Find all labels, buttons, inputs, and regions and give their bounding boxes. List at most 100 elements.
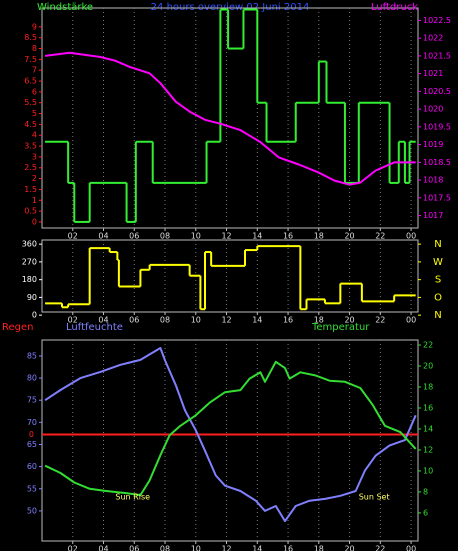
series-label: Windstärke [37, 2, 93, 13]
y-tick-label: 360 [22, 240, 37, 249]
series-label: Luftdruck [371, 2, 418, 13]
x-tick-label: 06 [129, 545, 139, 551]
y-tick-label: 6 [32, 87, 37, 96]
x-tick-label: 14 [252, 232, 262, 241]
y-tick-label: 8.5 [24, 33, 37, 42]
y-tick-label: 50 [27, 506, 37, 515]
y2-tick-label: 18 [423, 382, 433, 391]
y2-tick-label: 1021 [423, 69, 443, 78]
y-tick-label: 65 [27, 440, 37, 449]
y2-tick-label: 20 [423, 362, 433, 371]
x-tick-label: 10 [191, 545, 201, 551]
y2-tick-label: 16 [423, 403, 433, 412]
x-tick-label: 04 [98, 316, 108, 325]
y-tick-label: 2.5 [24, 163, 37, 172]
y2-tick-label: 1019.5 [423, 122, 451, 131]
x-tick-label: 06 [129, 232, 139, 241]
y2-tick-label: S [435, 275, 441, 286]
y-tick-label: 60 [27, 462, 37, 471]
series-label: Temperatur [311, 322, 370, 333]
x-tick-label: 06 [129, 316, 139, 325]
y-tick-label: 90 [27, 293, 37, 302]
x-tick-label: 00 [406, 545, 416, 551]
y2-tick-label: 22 [423, 341, 433, 350]
x-tick-label: 18 [314, 232, 324, 241]
rain-tick-label: 0 [29, 430, 34, 439]
y2-tick-label: 1022 [423, 34, 443, 43]
y-tick-label: 3.5 [24, 142, 37, 151]
y-tick-label: 9 [32, 22, 37, 31]
x-tick-label: 10 [191, 316, 201, 325]
y-tick-label: 4.5 [24, 120, 37, 129]
series-label: Regen [2, 322, 34, 333]
x-tick-label: 00 [406, 316, 416, 325]
x-tick-label: 20 [344, 316, 354, 325]
y2-tick-label: N [434, 239, 441, 250]
x-tick-label: 04 [98, 545, 108, 551]
y-tick-label: 0.5 [24, 207, 37, 216]
y2-tick-label: 1017 [423, 211, 443, 220]
x-tick-label: 02 [68, 316, 78, 325]
y-tick-label: 7 [32, 66, 37, 75]
plot-frame [41, 239, 419, 313]
x-tick-label: 18 [314, 545, 324, 551]
y-tick-label: 6.5 [24, 77, 37, 86]
x-tick-label: 04 [98, 232, 108, 241]
y2-tick-label: 14 [423, 424, 433, 433]
y-tick-label: 7.5 [24, 55, 37, 64]
y2-tick-label: 8 [423, 487, 428, 496]
x-tick-label: 16 [283, 545, 293, 551]
y-tick-label: 5 [32, 109, 37, 118]
x-tick-label: 16 [283, 232, 293, 241]
x-tick-label: 22 [375, 316, 385, 325]
y2-tick-label: 12 [423, 445, 433, 454]
series-label: Luftfeuchte [66, 322, 123, 333]
series-line [44, 347, 417, 523]
x-tick-label: 12 [221, 545, 231, 551]
y2-tick-label: W [433, 257, 443, 268]
y-tick-label: 70 [27, 418, 37, 427]
y2-tick-label: 1021.5 [423, 51, 451, 60]
y2-tick-label: 1019 [423, 140, 443, 149]
x-tick-label: 20 [344, 545, 354, 551]
plot-frame [41, 7, 419, 229]
x-tick-label: 10 [191, 232, 201, 241]
y2-tick-label: 1020.5 [423, 87, 451, 96]
y-tick-label: 55 [27, 484, 37, 493]
y2-tick-label: O [434, 292, 442, 303]
y2-tick-label: 1017.5 [423, 193, 451, 202]
y-tick-label: 5.5 [24, 98, 37, 107]
x-tick-label: 20 [344, 232, 354, 241]
y2-tick-label: 1022.5 [423, 16, 451, 25]
series-line [44, 51, 416, 186]
x-tick-label: 12 [221, 316, 231, 325]
series-line [44, 360, 417, 497]
y-tick-label: 8 [32, 44, 37, 53]
x-tick-label: 22 [375, 232, 385, 241]
y2-tick-label: 10 [423, 466, 433, 475]
y-tick-label: 180 [22, 275, 37, 284]
x-tick-label: 14 [252, 545, 262, 551]
y2-tick-label: 1018.5 [423, 158, 451, 167]
x-tick-label: 08 [160, 545, 170, 551]
annotation: Sun Rise [115, 493, 150, 502]
y-tick-label: 4 [32, 131, 37, 140]
y2-tick-label: 1020 [423, 105, 443, 114]
x-tick-label: 00 [406, 232, 416, 241]
y2-tick-label: 1018 [423, 176, 443, 185]
y-tick-label: 1 [32, 196, 37, 205]
x-tick-label: 08 [160, 316, 170, 325]
x-tick-label: 18 [314, 316, 324, 325]
y-tick-label: 85 [27, 351, 37, 360]
y2-tick-label: N [434, 310, 441, 321]
x-tick-label: 08 [160, 232, 170, 241]
x-tick-label: 14 [252, 316, 262, 325]
y-tick-label: 3 [32, 152, 37, 161]
y-tick-label: 0 [32, 311, 37, 320]
y2-tick-label: 6 [423, 508, 428, 517]
x-tick-label: 02 [68, 232, 78, 241]
y-tick-label: 0 [32, 217, 37, 226]
x-tick-label: 22 [375, 545, 385, 551]
y-tick-label: 270 [22, 257, 37, 266]
